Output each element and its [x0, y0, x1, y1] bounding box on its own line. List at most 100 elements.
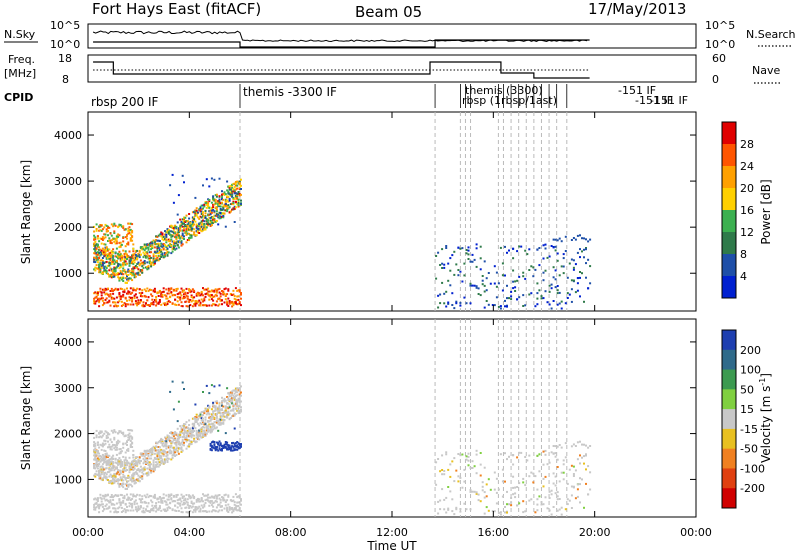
- echo-cell: [94, 302, 97, 305]
- echo-cell: [237, 289, 240, 292]
- echo-cell: [205, 226, 208, 229]
- echo-cell: [155, 449, 158, 452]
- echo-cell: [160, 293, 163, 296]
- echo-cell: [172, 247, 175, 250]
- echo-cell: [188, 428, 191, 431]
- echo-cell: [165, 295, 168, 298]
- echo-cell: [554, 269, 557, 272]
- echo-cell: [455, 302, 458, 305]
- echo-cell: [127, 230, 130, 232]
- echo-cell: [120, 432, 123, 434]
- echo-cell: [174, 248, 177, 251]
- echo-cell: [451, 254, 454, 257]
- echo-cell: [112, 251, 115, 254]
- echo-cell: [574, 291, 577, 294]
- echo-cell: [99, 504, 102, 507]
- echo-cell: [218, 409, 221, 412]
- echo-cell: [223, 410, 226, 413]
- echo-cell: [558, 291, 561, 294]
- echo-cell: [172, 500, 175, 502]
- echo-cell: [169, 452, 172, 455]
- echo-cell: [109, 275, 112, 278]
- echo-cell: [93, 451, 96, 454]
- echo-cell: [231, 398, 234, 401]
- echo-cell: [161, 233, 164, 236]
- echo-cell: [190, 433, 193, 436]
- echo-cell: [100, 272, 103, 275]
- echo-cell: [134, 293, 137, 296]
- echo-cell: [465, 249, 468, 251]
- echo-cell: [164, 450, 166, 453]
- echo-cell: [132, 254, 135, 257]
- echo-cell: [179, 431, 182, 434]
- echo-cell: [441, 281, 444, 284]
- echo-cell: [153, 467, 156, 470]
- echo-cell: [131, 463, 134, 466]
- echo-cell: [122, 510, 125, 513]
- echo-cell: [205, 206, 208, 209]
- echo-cell: [236, 391, 239, 394]
- echo-cell: [181, 225, 184, 228]
- echo-cell: [161, 254, 164, 257]
- echo-cell: [131, 291, 134, 294]
- echo-cell: [199, 207, 202, 210]
- echo-cell: [576, 488, 579, 491]
- echo-cell: [465, 458, 468, 461]
- echo-cell: [165, 452, 168, 455]
- echo-cell: [137, 477, 140, 480]
- echo-cell: [174, 225, 177, 228]
- echo-cell: [538, 470, 541, 473]
- echo-cell: [145, 457, 147, 460]
- echo-cell: [227, 305, 230, 307]
- echo-cell: [556, 458, 559, 461]
- echo-cell: [221, 299, 223, 302]
- echo-cell: [129, 277, 132, 280]
- echo-cell: [544, 496, 547, 499]
- echo-cell: [572, 465, 575, 468]
- echo-cell: [122, 269, 125, 272]
- echo-cell: [190, 430, 193, 433]
- echo-cell: [143, 262, 146, 265]
- echo-cell: [112, 225, 115, 228]
- echo-cell: [552, 472, 555, 475]
- echo-cell: [195, 209, 198, 212]
- echo-cell: [213, 406, 216, 409]
- echo-cell: [164, 255, 166, 258]
- echo-cell: [124, 256, 127, 259]
- echo-cell: [200, 414, 203, 417]
- echo-cell: [237, 397, 240, 400]
- echo-cell: [105, 297, 108, 300]
- echo-cell: [585, 248, 587, 251]
- echo-cell: [212, 290, 215, 293]
- echo-cell: [152, 465, 155, 468]
- echo-cell: [514, 496, 517, 499]
- echo-cell: [120, 494, 123, 497]
- echo-cell: [209, 419, 212, 422]
- echo-cell: [558, 237, 561, 240]
- echo-cell: [136, 456, 139, 459]
- colorbar-frame: [721, 121, 737, 299]
- echo-cell: [133, 276, 136, 279]
- echo-cell: [114, 239, 117, 242]
- echo-cell: [124, 305, 127, 308]
- echo-cell: [150, 251, 153, 254]
- echo-cell: [129, 493, 132, 496]
- echo-cell: [98, 452, 101, 455]
- echo-cell: [120, 258, 123, 261]
- echo-cell: [146, 474, 149, 477]
- echo-cell: [103, 461, 106, 464]
- echo-cell: [103, 253, 106, 256]
- echo-cell: [110, 448, 113, 451]
- colorbar-tick-label: 20: [740, 182, 754, 195]
- echo-cell: [94, 450, 97, 453]
- echo-cell: [158, 457, 161, 460]
- echo-cell: [124, 281, 127, 284]
- echo-cell: [126, 493, 128, 496]
- echo-cell: [213, 441, 216, 443]
- echo-cell: [157, 242, 160, 245]
- echo-cell: [221, 404, 223, 407]
- echo-cell: [234, 412, 237, 415]
- echo-cell: [437, 306, 440, 309]
- echo-cell: [164, 458, 166, 461]
- echo-cell: [109, 251, 112, 254]
